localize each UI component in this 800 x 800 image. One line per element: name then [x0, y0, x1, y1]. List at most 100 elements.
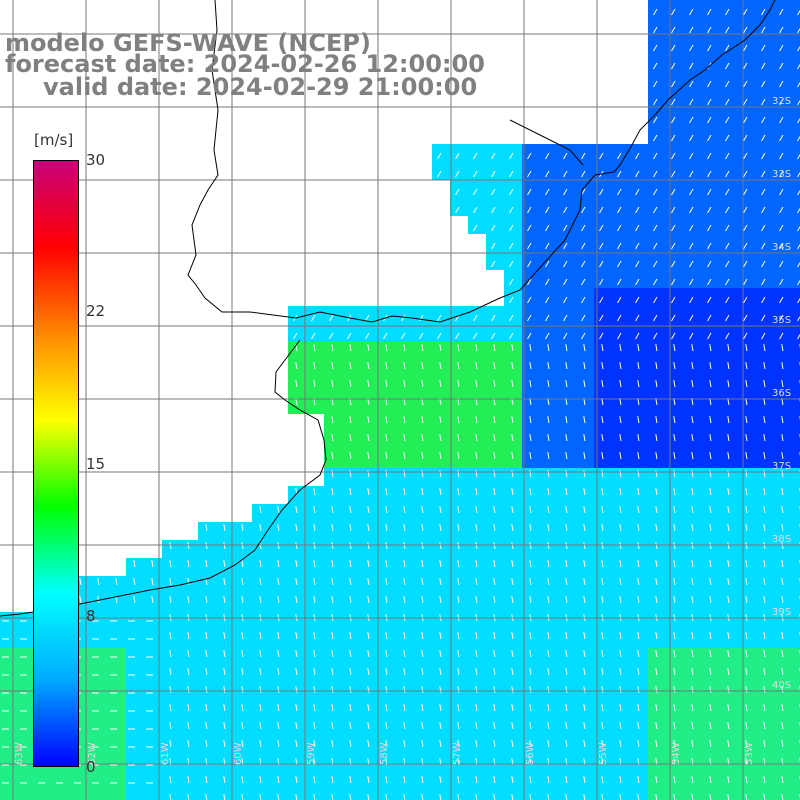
wind-arrow [745, 416, 748, 424]
wind-arrow [169, 686, 172, 694]
wind-arrow [781, 488, 784, 496]
wind-arrow [707, 26, 712, 34]
wind-speed-cell [18, 792, 36, 800]
wind-arrow [493, 452, 496, 460]
wind-arrow [565, 434, 568, 442]
wind-arrow [709, 578, 712, 586]
wind-arrow [383, 332, 388, 340]
wind-arrow [367, 632, 370, 640]
wind-speed-cell [792, 72, 800, 90]
wind-speed-cell [702, 792, 720, 800]
wind-arrow [725, 80, 730, 88]
wind-arrow [493, 506, 496, 514]
wind-arrow [277, 524, 280, 532]
wind-arrow [583, 776, 586, 784]
wind-arrow [563, 152, 568, 160]
wind-arrow [223, 704, 226, 712]
wind-arrow [601, 362, 604, 370]
wind-arrow [727, 776, 730, 784]
wind-arrow [779, 278, 784, 286]
wind-arrow [635, 332, 640, 340]
wind-arrow [455, 170, 460, 178]
wind-arrow [457, 560, 460, 568]
wind-arrow [565, 596, 568, 604]
wind-arrow [277, 596, 280, 604]
wind-arrow [349, 722, 352, 730]
wind-arrow [529, 704, 532, 712]
wind-arrow [403, 578, 406, 586]
wind-arrow [473, 206, 478, 214]
wind-arrow [223, 686, 226, 694]
wind-arrow [709, 380, 712, 388]
wind-arrow [797, 63, 800, 70]
wind-arrow [493, 740, 496, 748]
wind-arrow [763, 344, 766, 352]
wind-arrow [421, 506, 424, 514]
wind-arrow [529, 488, 532, 496]
wind-arrow [797, 207, 800, 214]
wind-speed-cell [144, 792, 162, 800]
wind-arrow [367, 488, 370, 496]
wind-arrow [599, 296, 604, 304]
wind-arrow [421, 560, 424, 568]
wind-arrow [743, 260, 748, 268]
wind-arrow [475, 488, 478, 496]
wind-arrow [205, 524, 208, 532]
wind-speed-cell [648, 792, 666, 800]
wind-arrow [509, 242, 514, 250]
wind-arrow [601, 704, 604, 712]
wind-arrow [725, 260, 730, 268]
wind-arrow [403, 632, 406, 640]
wind-arrow [313, 560, 316, 568]
wind-arrow [689, 332, 694, 340]
wind-arrow [745, 380, 748, 388]
wind-arrow [547, 416, 550, 424]
wind-arrow [637, 722, 640, 730]
wind-arrow [187, 578, 190, 586]
wind-arrow [169, 722, 172, 730]
wind-arrow [583, 560, 586, 568]
wind-arrow [653, 116, 658, 124]
wind-speed-cell [36, 792, 54, 800]
wind-arrow [527, 332, 532, 340]
wind-arrow [331, 686, 334, 694]
wind-arrow [331, 380, 334, 388]
wind-arrow [727, 632, 730, 640]
wind-arrow [671, 242, 676, 250]
wind-arrow [673, 776, 676, 784]
wind-arrow [601, 452, 604, 460]
wind-arrow [349, 560, 352, 568]
wind-arrow [529, 740, 532, 748]
wind-arrow [691, 704, 694, 712]
wind-speed-cell [0, 792, 18, 800]
wind-arrow [545, 152, 550, 160]
wind-arrow [761, 296, 766, 304]
wind-arrow [491, 188, 496, 196]
wind-arrow [439, 488, 442, 496]
wind-arrow [473, 152, 478, 160]
wind-arrow [709, 650, 712, 658]
wind-arrow [637, 524, 640, 532]
wind-arrow [601, 380, 604, 388]
wind-arrow [763, 452, 766, 460]
wind-arrow [313, 740, 316, 748]
wind-arrow [781, 434, 784, 442]
wind-arrow [565, 740, 568, 748]
wind-arrow [331, 722, 334, 730]
wind-arrow [511, 686, 514, 694]
wind-arrow [295, 650, 298, 658]
wind-arrow [689, 62, 694, 70]
colorbar-units: [m/s] [34, 131, 74, 149]
wind-arrow [727, 470, 730, 478]
wind-arrow [673, 542, 676, 550]
wind-arrow [727, 668, 730, 676]
wind-arrow [583, 668, 586, 676]
wind-arrow [493, 686, 496, 694]
wind-arrow [403, 416, 406, 424]
wind-arrow [691, 578, 694, 586]
wind-arrow [331, 470, 334, 478]
wind-arrow [367, 434, 370, 442]
wind-arrow [277, 560, 280, 568]
wind-arrow [403, 434, 406, 442]
wind-arrow [727, 740, 730, 748]
